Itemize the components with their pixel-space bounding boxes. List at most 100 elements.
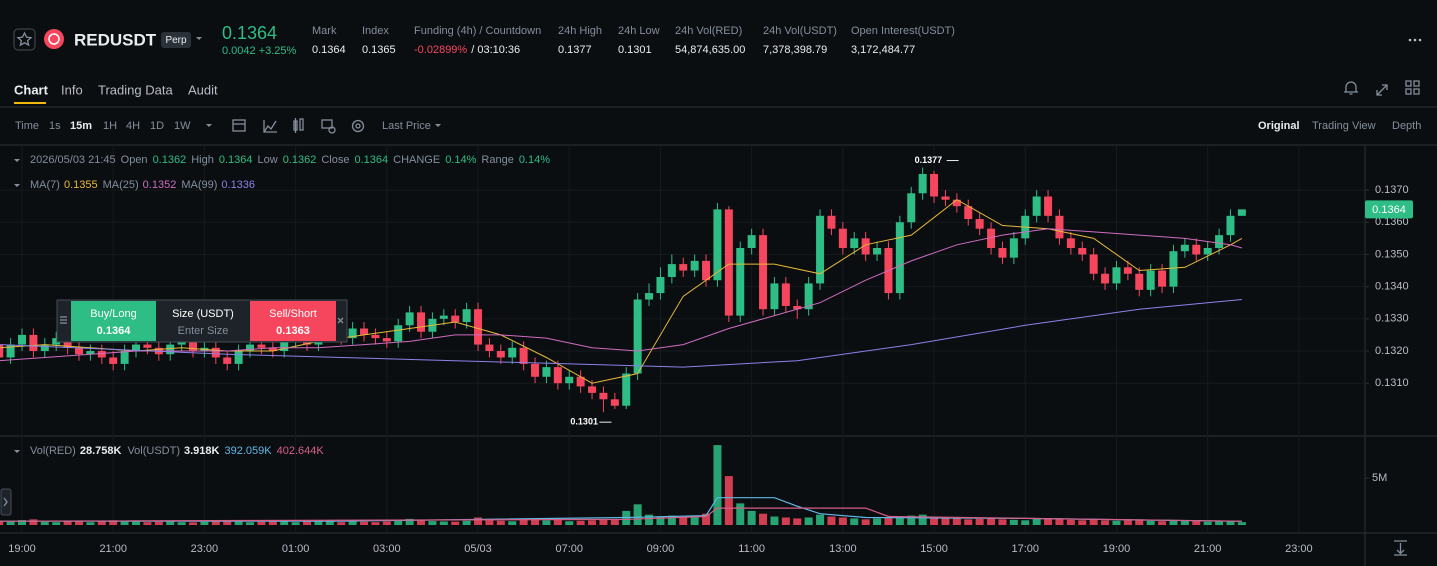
volume-bar [405,518,414,525]
volume-bar [610,519,619,525]
volume-bar [781,517,790,525]
view-option[interactable]: Depth [1392,120,1421,132]
candle-body [97,351,106,358]
candle-body [52,338,61,345]
volume-bar [656,516,665,525]
x-tick-label: 11:00 [738,543,765,555]
x-tick-label: 01:00 [282,543,310,555]
legend-value: 0.1364 [219,154,253,166]
volume-bar [895,516,904,525]
legend-value: 0.14% [445,154,476,166]
drawing-button[interactable] [263,120,277,133]
stat-label: 24h High [558,25,602,37]
interval[interactable]: 1H [103,120,117,132]
fullscreen-button[interactable] [1376,84,1388,96]
volume-bar [1237,522,1246,525]
tab[interactable]: Chart [14,82,49,97]
candle-body [462,309,471,323]
volume-bar [1078,520,1087,525]
symbol-dropdown[interactable] [196,37,202,40]
candle-body [166,344,175,355]
tab[interactable]: Audit [188,82,218,97]
volume-bar [189,522,198,525]
price-type[interactable]: Last Price [382,120,431,132]
tab[interactable]: Info [61,82,83,97]
volume-bar [485,520,494,525]
y-tick-label: 0.1330 [1375,313,1409,325]
interval[interactable]: 4H [126,120,140,132]
candle-body [747,235,756,249]
view-option[interactable]: Trading View [1312,120,1376,132]
depth-button[interactable] [351,119,365,133]
candle-body [952,199,961,207]
price-type-dropdown[interactable] [435,124,441,127]
reset-button[interactable] [1394,540,1407,556]
sell-label: Sell/Short [269,308,317,320]
legend-value: 3.918K [184,445,220,457]
volume-bar [975,518,984,525]
volume-bar [964,519,973,525]
legend-label: Close [321,154,349,166]
favorite-button[interactable] [13,28,36,51]
volume-bar [268,521,277,525]
indicators-button[interactable] [232,119,246,132]
interval[interactable]: 15m [70,120,92,132]
candle-body [667,264,676,277]
last-price: 0.1364 [222,23,277,43]
volume-bar [303,521,312,525]
size-label: Size (USDT) [172,308,234,320]
x-tick-label: 23:00 [1285,543,1313,555]
candle-body [1192,244,1201,255]
volume-bar [645,514,654,525]
more-menu[interactable] [1408,38,1422,42]
close-button[interactable] [337,317,344,324]
interval[interactable]: 1s [49,120,61,132]
volume-ma-line [0,497,1242,522]
layout-button[interactable] [1405,80,1420,95]
volume-bar [873,518,882,525]
volume-bar [0,520,4,525]
candle-body [474,309,483,345]
candle-body [508,347,517,358]
chart-type-button[interactable] [293,118,304,133]
interval[interactable]: 1W [174,120,191,132]
volume-bar [257,521,266,525]
candle-body [6,344,15,358]
candle-body [451,315,460,323]
candle-body [793,305,802,310]
coin-icon [44,29,64,49]
volume-bar [417,520,426,525]
volume-bar [325,521,334,525]
candle-body [679,264,688,271]
volume-legend: Vol(RED) 28.758K Vol(USDT) 3.918K 392.059K 40… [30,445,324,457]
candle-body [1146,270,1155,290]
candle-body [29,334,38,352]
buy-button[interactable] [71,301,156,341]
ma-value: 0.1336 [221,179,255,191]
candle-body [702,260,711,281]
volume-bar [508,521,517,525]
settings-button[interactable] [321,119,336,134]
volume-bar [1066,519,1075,525]
x-tick-label: 07:00 [555,543,583,555]
candle-body [873,248,882,255]
view-option[interactable]: Original [1258,120,1300,132]
tab[interactable]: Trading Data [98,82,173,97]
legend-value: 28.758K [80,445,122,457]
contract-badge [161,32,191,48]
stat-label: Mark [312,25,337,37]
interval[interactable]: 1D [150,120,164,132]
alert-button[interactable] [1344,81,1358,95]
volume-bar [462,520,471,525]
y-tick-label: 0.1340 [1375,281,1409,293]
drag-handle [60,316,67,324]
scroll-handle[interactable] [0,488,12,516]
stat-value: 54,874,635.00 [675,44,745,56]
ma-name: MA(25) [103,179,139,191]
candle-body [1101,273,1110,284]
candle-body [827,215,836,229]
sell-button[interactable] [250,301,336,341]
interval-dropdown[interactable] [206,124,212,127]
candle-body [622,373,631,406]
